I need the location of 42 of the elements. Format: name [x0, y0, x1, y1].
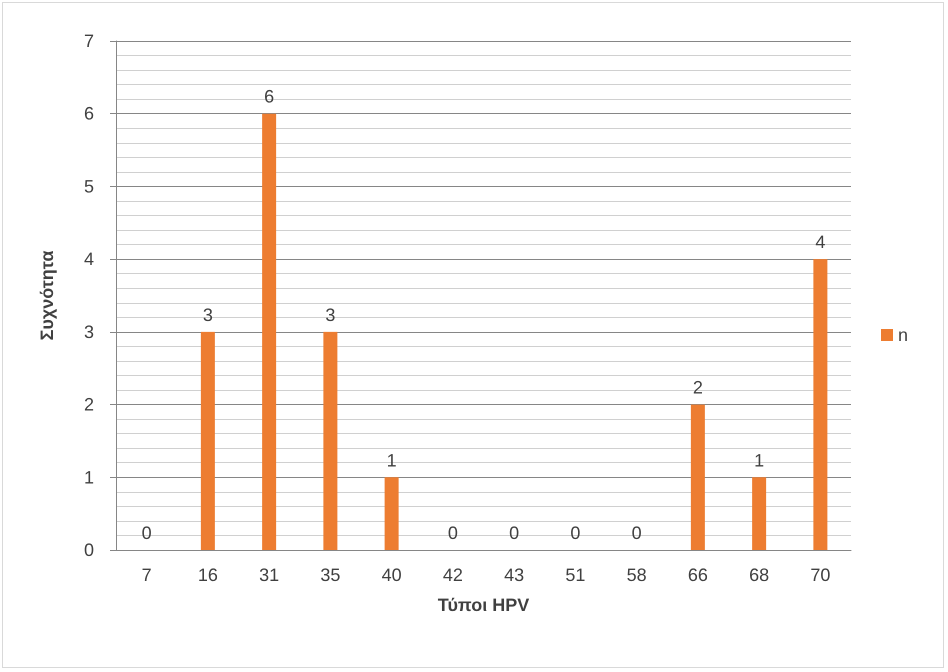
data-label: 4 [815, 232, 826, 252]
bar [813, 259, 828, 550]
y-tick-label: 3 [84, 322, 94, 342]
data-label: 2 [692, 378, 703, 398]
x-axis-title: Τύποι HPV [438, 595, 530, 615]
data-label: 0 [570, 523, 580, 543]
bar [262, 114, 276, 550]
y-tick-label: 7 [84, 31, 94, 51]
x-tick-label: 51 [565, 565, 586, 585]
data-label: 3 [202, 304, 213, 325]
data-label: 1 [754, 450, 764, 470]
data-label: 0 [509, 523, 520, 543]
x-tick-label: 40 [382, 565, 402, 585]
y-tick-label: 5 [84, 176, 94, 196]
y-tick-label: 0 [84, 540, 94, 560]
data-label: 6 [264, 86, 274, 107]
data-label: 0 [448, 523, 458, 543]
x-tick-label: 7 [142, 565, 152, 585]
data-label: 3 [325, 304, 336, 325]
y-tick-label: 1 [84, 467, 94, 488]
y-tick-label: 4 [84, 249, 94, 270]
x-tick-label: 66 [688, 565, 708, 585]
x-tick-label: 31 [259, 565, 280, 585]
y-axis-title: Συχνότητα [37, 250, 57, 340]
x-tick-label: 43 [504, 565, 524, 585]
y-tick-label: 6 [84, 104, 94, 124]
bar [384, 477, 399, 550]
x-tick-label: 16 [198, 565, 218, 585]
x-tick-label: 42 [442, 565, 463, 585]
legend-label: n [898, 325, 908, 345]
data-label: 0 [632, 523, 642, 543]
data-label: 1 [386, 450, 397, 470]
data-label: 0 [142, 523, 152, 543]
bar [690, 404, 705, 550]
x-tick-label: 70 [810, 565, 830, 585]
bar [323, 332, 338, 550]
y-tick-label: 2 [84, 394, 94, 415]
x-tick-label: 58 [626, 565, 647, 585]
bar [200, 332, 215, 550]
x-tick-label: 35 [320, 565, 340, 585]
bar [752, 477, 766, 550]
x-tick-label: 68 [749, 565, 770, 585]
